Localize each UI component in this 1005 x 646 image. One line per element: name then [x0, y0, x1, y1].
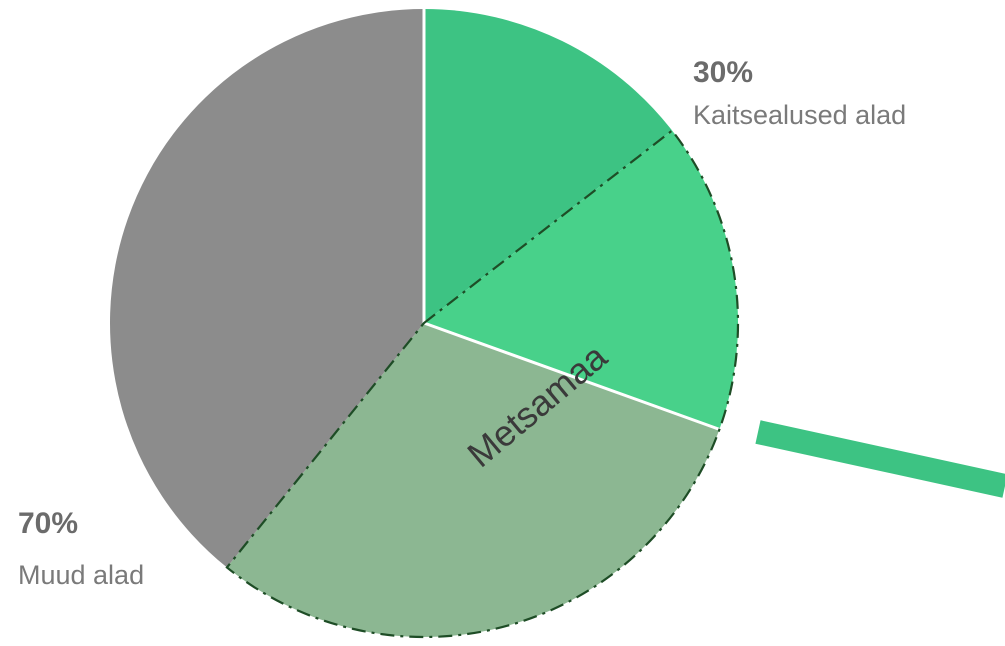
slice-divider-2: [423, 321, 720, 431]
pie-slice-3: [226, 323, 720, 638]
slice-dividers: [422, 9, 720, 431]
pie-slice-4: [110, 9, 424, 568]
pie-slices: [110, 9, 739, 638]
other-percent-label: 70%: [18, 507, 78, 540]
zoom-connector-bar: [755, 420, 1005, 498]
forest-area-outline: [225, 129, 740, 639]
protected-area-label: Kaitsealused alad: [693, 100, 906, 130]
protected-percent-label: 30%: [693, 56, 753, 89]
pie-slice-2: [424, 130, 739, 430]
other-area-label: Muud alad: [18, 560, 144, 590]
pie-slice-1: [424, 9, 673, 323]
